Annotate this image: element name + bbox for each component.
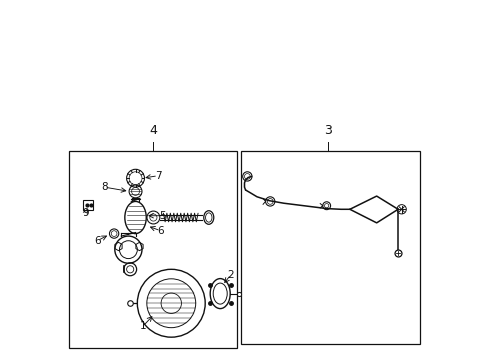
- Text: 5: 5: [159, 211, 165, 221]
- Bar: [241, 152, 419, 344]
- Bar: [69, 152, 237, 348]
- Text: 9: 9: [82, 208, 89, 218]
- Text: 1: 1: [139, 321, 146, 332]
- Text: 4: 4: [149, 124, 157, 137]
- Text: 6: 6: [157, 226, 163, 236]
- Text: 6: 6: [94, 236, 101, 246]
- Text: 7: 7: [154, 171, 161, 181]
- Bar: [82, 201, 93, 210]
- Text: 3: 3: [324, 124, 332, 137]
- Text: 8: 8: [101, 182, 107, 192]
- Text: 2: 2: [227, 270, 234, 280]
